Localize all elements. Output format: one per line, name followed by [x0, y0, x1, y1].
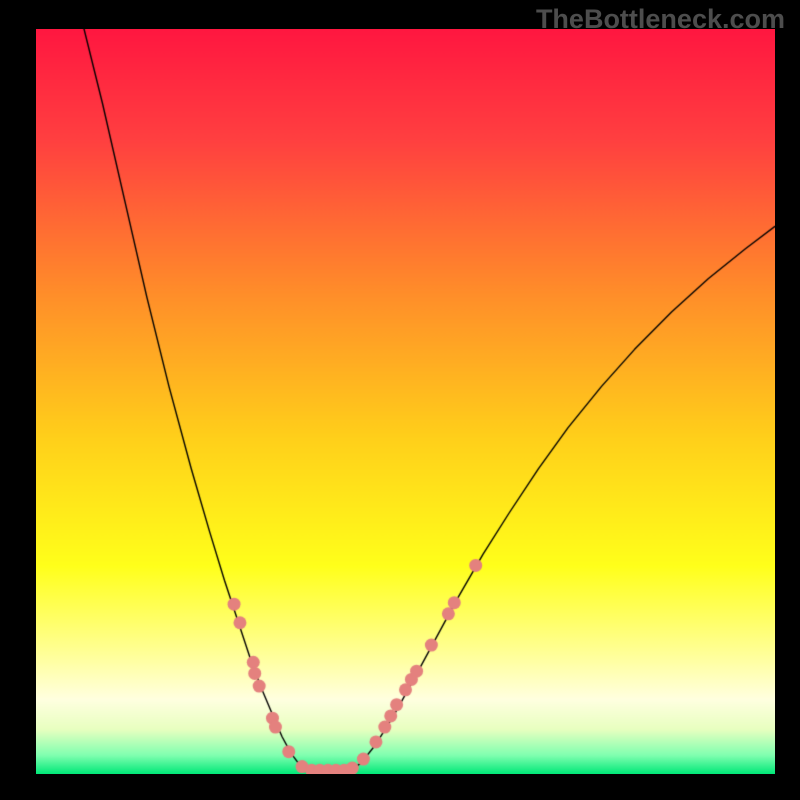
stage: TheBottleneck.com — [0, 0, 800, 800]
watermark-label: TheBottleneck.com — [536, 4, 785, 35]
plot-area — [36, 29, 775, 774]
bottleneck-chart — [36, 29, 775, 774]
